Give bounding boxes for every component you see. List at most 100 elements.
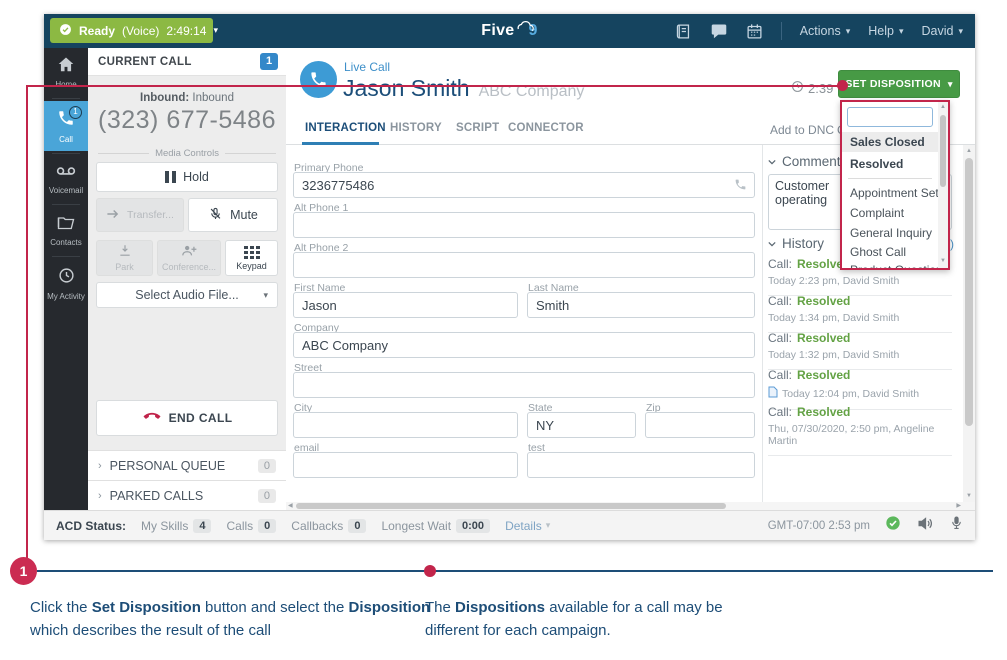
clock-icon [58,268,75,288]
ready-mode: (Voice) [122,23,160,38]
street-input[interactable] [293,372,755,398]
conference-button[interactable]: Conference... [157,240,221,276]
tab-interaction[interactable]: INTERACTION [305,122,386,134]
first-name-input[interactable] [293,292,518,318]
dropdown-scrollbar[interactable]: ▲ ▼ [938,102,948,268]
disposition-option-resolved[interactable]: Resolved [850,157,904,171]
company-input[interactable] [293,332,755,358]
transfer-button[interactable]: Transfer... [96,198,184,232]
disposition-option-appointment-set[interactable]: Appointment Set [850,186,938,200]
live-call-label: Live Call [344,60,391,74]
recording-doc-icon[interactable] [768,386,778,401]
ready-status-button[interactable]: Ready (Voice) 2:49:14 ▾ [50,18,218,43]
disposition-search-input[interactable] [847,107,933,127]
voicemail-icon [56,165,76,182]
comments-header[interactable]: Comments [768,154,847,169]
history-entry[interactable]: Call: Resolved Today 1:34 pm, David Smith [768,289,952,333]
disposition-option-general-inquiry[interactable]: General Inquiry [850,226,933,240]
field-label: test [528,442,545,454]
tab-connector[interactable]: CONNECTOR [508,122,584,134]
sidebar-item-contacts[interactable]: Contacts [44,207,88,254]
city-input[interactable] [293,412,518,438]
tab-script[interactable]: SCRIPT [456,122,500,134]
disposition-option-ghost-call[interactable]: Ghost Call [850,245,907,259]
primary-phone-input[interactable] [293,172,755,198]
address-book-icon[interactable] [675,23,692,40]
history-entry[interactable]: Call: Resolved Today 12:04 pm, David Smit… [768,363,952,410]
zip-input[interactable] [645,412,755,438]
sidebar-item-home[interactable]: Home [44,48,88,96]
help-menu[interactable]: Help ▾ [868,24,904,38]
end-call-button[interactable]: END CALL [96,400,278,436]
field-label: email [294,442,320,454]
disposition-option-product-question[interactable]: Product Question... [850,263,938,270]
set-disposition-button[interactable]: SET DISPOSITION ▾ [838,70,960,98]
my-skills-stat: My Skills 4 [141,518,212,533]
contact-company: ABC Company [478,83,585,100]
scroll-up-arrow[interactable]: ▲ [940,104,946,110]
email-input[interactable] [293,452,518,478]
field-label: Primary Phone [294,162,364,174]
history-link-fragment[interactable]: ) [950,237,954,251]
last-name-input[interactable] [527,292,755,318]
field-label: First Name [294,282,346,294]
current-call-panel: CURRENT CALL 1 Inbound: Inbound (323) 67… [88,48,286,510]
sidebar-item-call[interactable]: 1 Call [44,101,88,151]
active-tab-underline [302,142,379,145]
five9-window: Ready (Voice) 2:49:14 ▾ Five 9 Actions ▾ H… [44,14,975,540]
scroll-down-arrow[interactable]: ▼ [940,258,946,264]
chevron-down-icon: ▾ [947,78,953,89]
tab-history[interactable]: HISTORY [390,122,442,134]
sidebar-item-my-activity[interactable]: My Activity [44,259,88,308]
audio-file-select[interactable]: Select Audio File... ▾ [96,282,278,308]
field-label: Alt Phone 1 [294,202,349,214]
add-to-dnc-link[interactable]: Add to DNC [770,123,835,137]
call-direction: Inbound: Inbound [140,92,234,104]
parked-calls-row[interactable]: › PARKED CALLS 0 [88,480,286,510]
scroll-up-arrow[interactable]: ▲ [966,148,972,154]
mute-button[interactable]: Mute [188,198,278,232]
scrollbar-thumb[interactable] [296,503,726,509]
left-nav: Home 1 Call Voicemail Contacts My Activi [44,48,88,510]
timezone-clock: GMT-07:00 2:53 pm [767,519,870,532]
field-label: City [294,402,313,414]
alt-phone-1-input[interactable] [293,212,755,238]
history-entry[interactable]: Call: Resolved Today 2:23 pm, David Smith [768,252,952,296]
divider [52,98,80,99]
history-entry[interactable]: Call: Resolved Thu, 07/30/2020, 2:50 pm, … [768,400,952,456]
microphone-icon[interactable] [950,515,963,536]
history-header[interactable]: History [768,236,824,251]
disposition-option-complaint[interactable]: Complaint [850,206,905,220]
personal-queue-row[interactable]: › PERSONAL QUEUE 0 [88,450,286,480]
alt-phone-2-input[interactable] [293,252,755,278]
vertical-scrollbar[interactable]: ▲ ▼ [963,145,975,502]
ready-label: Ready [79,23,116,38]
parked-calls-count: 0 [257,488,276,503]
scrollbar-thumb[interactable] [965,158,973,426]
user-menu[interactable]: David ▾ [921,24,964,38]
keypad-button[interactable]: Keypad [225,240,278,276]
history-entry[interactable]: Call: Resolved Today 1:32 pm, David Smith [768,326,952,370]
chat-icon[interactable] [710,23,728,39]
horizontal-scrollbar[interactable]: ◀ ▶ [286,502,975,510]
park-button[interactable]: Park [96,240,153,276]
hold-button[interactable]: Hold [96,162,278,192]
scroll-right-arrow[interactable]: ▶ [956,503,961,509]
disposition-option-sales-closed[interactable]: Sales Closed [842,132,938,152]
test-input[interactable] [527,452,755,478]
scrollbar-thumb[interactable] [940,115,946,187]
sidebar-item-voicemail[interactable]: Voicemail [44,156,88,202]
chevron-right-icon: › [98,459,102,472]
five9-logo: Five 9 [44,21,975,40]
state-input[interactable] [527,412,636,438]
chevron-down-icon [768,241,776,246]
scroll-down-arrow[interactable]: ▼ [966,493,972,499]
speaker-icon[interactable] [917,516,934,536]
calendar-icon[interactable] [746,23,763,40]
details-link[interactable]: Details ▾ [505,518,551,533]
logo-text: Five [481,22,515,39]
actions-menu[interactable]: Actions ▾ [799,24,851,38]
mute-mic-icon [208,206,223,225]
scroll-left-arrow[interactable]: ◀ [288,503,293,509]
divider [52,153,80,154]
